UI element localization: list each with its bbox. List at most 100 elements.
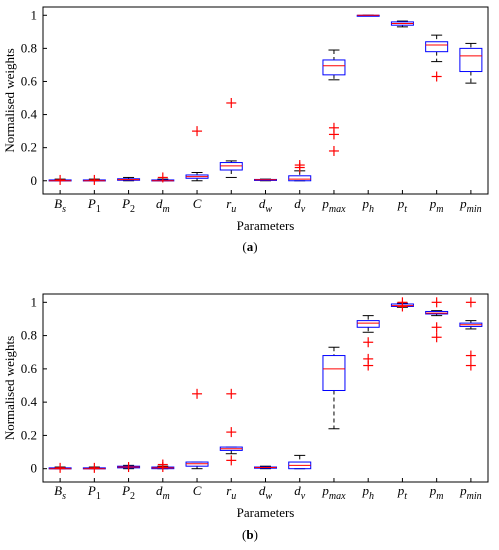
x-tick-label: pt xyxy=(397,196,408,215)
x-tick-label-base: p xyxy=(397,196,405,211)
x-tick-label-sub: 2 xyxy=(130,204,135,215)
box-9 xyxy=(356,14,380,17)
outlier-marker xyxy=(363,337,374,348)
box-1 xyxy=(82,462,106,473)
x-tick-label-base: B xyxy=(54,483,62,498)
box-4 xyxy=(185,126,209,182)
box-6 xyxy=(254,465,277,470)
x-tick-label: P1 xyxy=(87,196,101,215)
x-tick-label: dm xyxy=(156,483,170,502)
x-tick-label: pm xyxy=(429,196,444,215)
x-tick-label-sub: 2 xyxy=(130,491,135,502)
outlier-marker xyxy=(465,360,476,371)
box-5 xyxy=(219,388,243,466)
x-tick-label: ph xyxy=(361,483,374,502)
plot-frame xyxy=(42,6,489,195)
box-5 xyxy=(219,97,243,178)
x-tick-label: P2 xyxy=(121,483,135,502)
x-tick-label-base: P xyxy=(121,483,130,498)
x-tick-label-sub: 1 xyxy=(96,491,101,502)
x-tick-label: C xyxy=(193,483,202,498)
box-3 xyxy=(151,172,175,183)
x-tick-label-base: p xyxy=(397,483,405,498)
x-tick-label-sub: max xyxy=(329,204,346,215)
x-tick-label-sub: h xyxy=(369,491,374,502)
outlier-marker xyxy=(89,174,100,185)
x-tick-label-sub: u xyxy=(231,491,236,502)
x-tick-label-sub: w xyxy=(265,204,272,215)
x-tick-label-base: p xyxy=(361,483,369,498)
outlier-marker xyxy=(465,297,476,308)
x-tick-label-sub: s xyxy=(62,204,66,215)
x-tick-label: pt xyxy=(397,483,408,502)
x-tick-label: pmax xyxy=(321,196,346,215)
outlier-marker xyxy=(226,388,237,399)
box-11 xyxy=(425,297,449,343)
outlier-marker xyxy=(294,160,305,171)
x-tick-label: ru xyxy=(226,483,236,502)
x-tick-label-sub: u xyxy=(231,204,236,215)
y-axis-label: Normalised weights xyxy=(2,336,17,440)
outlier-marker xyxy=(226,97,237,108)
x-tick-label-base: d xyxy=(294,196,301,211)
x-tick-label: pm xyxy=(429,483,444,502)
box-8 xyxy=(322,346,346,430)
outlier-marker xyxy=(328,129,339,140)
outlier-marker xyxy=(226,427,237,438)
y-tick-label: 0 xyxy=(31,461,38,476)
x-tick-label-sub: min xyxy=(467,204,482,215)
x-tick-label-base: d xyxy=(156,483,163,498)
x-tick-label-base: p xyxy=(429,483,437,498)
box-10 xyxy=(390,20,414,28)
x-tick-label-sub: w xyxy=(265,491,272,502)
box-body xyxy=(322,355,346,391)
x-tick-label-sub: m xyxy=(436,204,443,215)
x-tick-label-sub: h xyxy=(369,204,374,215)
box-11 xyxy=(425,34,449,82)
x-tick-label-sub: m xyxy=(162,204,169,215)
x-tick-label-sub: v xyxy=(301,204,306,215)
x-tick-label: dw xyxy=(259,483,273,502)
plot-frame xyxy=(42,293,489,483)
box-8 xyxy=(322,49,346,156)
box-2 xyxy=(117,462,141,473)
outlier-marker xyxy=(123,462,134,473)
outlier-marker xyxy=(192,126,203,137)
outlier-marker xyxy=(431,332,442,343)
box-2 xyxy=(117,176,141,182)
x-tick-label: dw xyxy=(259,196,273,215)
x-tick-label: ph xyxy=(361,196,374,215)
x-tick-label-base: p xyxy=(321,196,329,211)
outlier-marker xyxy=(55,462,66,473)
x-tick-label: Bs xyxy=(54,196,66,215)
box-body xyxy=(322,59,346,76)
y-tick-label: 0.6 xyxy=(21,73,38,88)
x-tick-label-sub: min xyxy=(467,491,482,502)
x-tick-label-base: d xyxy=(259,196,266,211)
x-tick-label-base: r xyxy=(226,483,232,498)
x-tick-label-base: P xyxy=(121,196,130,211)
y-tick-label: 0.2 xyxy=(21,427,37,442)
x-tick-label: pmax xyxy=(321,483,346,502)
panel-caption: (b) xyxy=(242,527,258,542)
box-9 xyxy=(356,315,380,371)
outlier-marker xyxy=(328,145,339,156)
x-tick-label-sub: 1 xyxy=(96,204,101,215)
y-tick-label: 0.8 xyxy=(21,40,37,55)
y-tick-label: 0.6 xyxy=(21,361,38,376)
x-tick-label-base: d xyxy=(156,196,163,211)
y-tick-label: 0.4 xyxy=(21,394,38,409)
x-tick-label-base: p xyxy=(429,196,437,211)
box-1 xyxy=(82,174,106,185)
x-tick-label-sub: max xyxy=(329,491,346,502)
x-axis-label: Parameters xyxy=(237,218,295,233)
outlier-marker xyxy=(157,172,168,183)
box-7 xyxy=(288,454,312,470)
outlier-marker xyxy=(397,297,408,308)
x-tick-label: Bs xyxy=(54,483,66,502)
x-axis-label: Parameters xyxy=(237,505,295,520)
x-tick-label-base: d xyxy=(294,483,301,498)
box-0 xyxy=(48,174,72,185)
x-tick-label: P2 xyxy=(121,196,135,215)
box-12 xyxy=(459,297,483,371)
